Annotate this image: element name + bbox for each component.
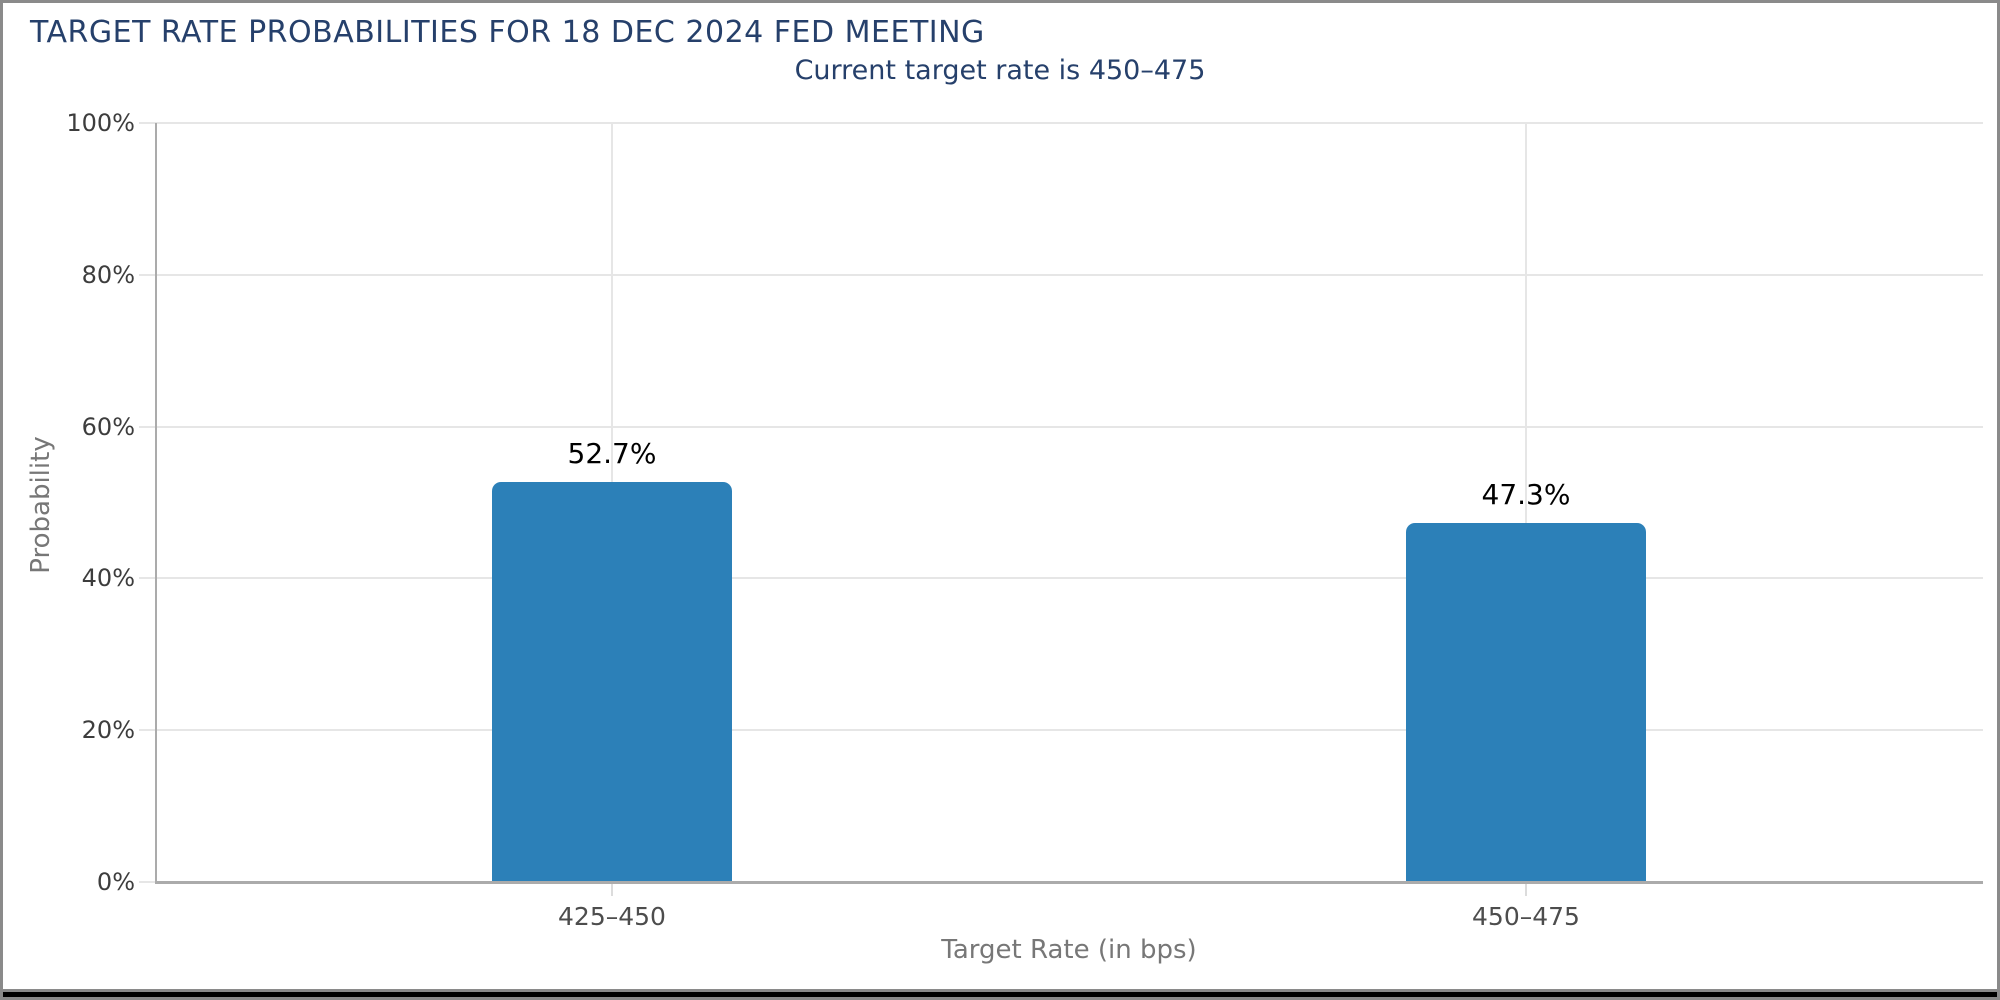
y-tick-label: 60% [81, 413, 135, 441]
y-axis-tick [139, 426, 155, 428]
x-gridline [1525, 123, 1527, 882]
y-gridline [155, 729, 1983, 731]
probability-bar[interactable] [1406, 523, 1646, 882]
bar-value-label: 47.3% [1481, 478, 1571, 511]
y-gridline [155, 274, 1983, 276]
probability-bar[interactable] [492, 482, 732, 882]
chart-subtitle: Current target rate is 450–475 [794, 55, 1206, 86]
bottom-border-strip [3, 989, 1997, 997]
x-axis-title: Target Rate (in bps) [941, 935, 1197, 965]
y-axis-tick [139, 122, 155, 124]
plot-area: 52.7% 425–450 47.3% 450–475 [139, 122, 1983, 929]
x-axis-tick [611, 882, 613, 896]
y-axis-tick [139, 729, 155, 731]
x-tick-label: 425–450 [558, 902, 666, 931]
y-tick-label: 20% [81, 716, 135, 744]
y-axis-title: Probability [26, 435, 56, 574]
y-gridline [155, 577, 1983, 579]
x-tick-label: 450–475 [1472, 902, 1580, 931]
y-tick-label: 100% [66, 109, 135, 137]
y-axis-tick [139, 577, 155, 579]
y-gridline [155, 122, 1983, 124]
bar-value-label: 52.7% [567, 437, 657, 470]
y-tick-label: 0% [96, 868, 135, 896]
x-axis-line [155, 881, 1983, 884]
y-axis-tick [139, 881, 155, 883]
y-tick-label: 80% [81, 261, 135, 289]
y-axis-line [155, 123, 157, 882]
x-axis-tick [1525, 882, 1527, 896]
y-gridline [155, 426, 1983, 428]
y-axis-tick [139, 274, 155, 276]
y-tick-label: 40% [81, 564, 135, 592]
chart-title: TARGET RATE PROBABILITIES FOR 18 DEC 202… [30, 15, 985, 50]
